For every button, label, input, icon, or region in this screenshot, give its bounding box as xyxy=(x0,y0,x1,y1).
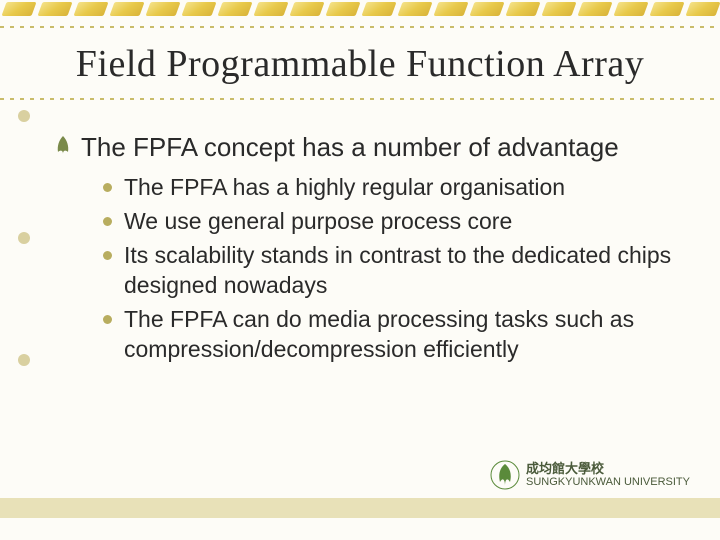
gold-bar-decoration xyxy=(0,0,720,24)
logo-name-en: SUNGKYUNKWAN UNIVERSITY xyxy=(526,476,690,488)
sub-bullet-item: The FPFA has a highly regular organisati… xyxy=(103,173,680,203)
bullet-dot-icon xyxy=(103,251,112,260)
logo-mark-icon xyxy=(490,460,520,490)
bullet-dot-icon xyxy=(103,183,112,192)
sub-bullet-item: We use general purpose process core xyxy=(103,207,680,237)
leaf-icon xyxy=(55,136,71,156)
bullet-dot-icon xyxy=(103,315,112,324)
logo-name-cn: 成均館大學校 xyxy=(526,462,690,476)
title-underline xyxy=(0,98,720,100)
university-logo: 成均館大學校 SUNGKYUNKWAN UNIVERSITY xyxy=(490,460,690,490)
main-bullet: The FPFA concept has a number of advanta… xyxy=(55,130,680,165)
slide-title: Field Programmable Function Array xyxy=(40,42,680,86)
bottom-band-decoration xyxy=(0,498,720,518)
sub-bullet-item: Its scalability stands in contrast to th… xyxy=(103,241,680,301)
sub-bullet-list: The FPFA has a highly regular organisati… xyxy=(103,173,680,364)
sub-bullet-text: The FPFA can do media processing tasks s… xyxy=(124,305,680,365)
top-dotted-line xyxy=(0,26,720,28)
sub-bullet-text: We use general purpose process core xyxy=(124,207,512,237)
main-bullet-text: The FPFA concept has a number of advanta… xyxy=(81,130,619,165)
content-area: The FPFA concept has a number of advanta… xyxy=(55,130,680,368)
sub-bullet-item: The FPFA can do media processing tasks s… xyxy=(103,305,680,365)
logo-text: 成均館大學校 SUNGKYUNKWAN UNIVERSITY xyxy=(526,462,690,488)
side-dot-decoration xyxy=(18,110,30,366)
bullet-dot-icon xyxy=(103,217,112,226)
sub-bullet-text: Its scalability stands in contrast to th… xyxy=(124,241,680,301)
sub-bullet-text: The FPFA has a highly regular organisati… xyxy=(124,173,565,203)
